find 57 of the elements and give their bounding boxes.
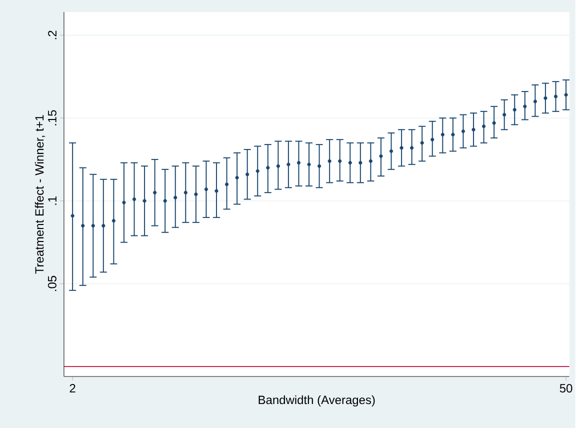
- point: [91, 224, 95, 228]
- point: [554, 94, 558, 98]
- point: [153, 190, 157, 194]
- point: [461, 129, 466, 133]
- point: [358, 160, 362, 164]
- point: [440, 132, 444, 136]
- y-tick-label: .05: [48, 276, 56, 291]
- x-tick-label: 50: [560, 384, 572, 392]
- point: [492, 120, 496, 125]
- point: [122, 200, 126, 204]
- point: [102, 224, 106, 228]
- point: [379, 154, 383, 158]
- point: [410, 146, 414, 150]
- point: [533, 99, 537, 104]
- point: [482, 124, 486, 128]
- point: [235, 176, 239, 180]
- point: [224, 182, 229, 186]
- point: [544, 96, 548, 100]
- point: [348, 160, 352, 164]
- x-tick-label: 2: [70, 384, 76, 392]
- point: [204, 187, 208, 191]
- point: [214, 188, 218, 193]
- y-tick-label: .15: [48, 110, 56, 126]
- point: [184, 190, 188, 194]
- point: [328, 159, 332, 163]
- point: [174, 196, 178, 200]
- point: [296, 160, 301, 164]
- point: [420, 140, 424, 144]
- point: [564, 92, 568, 96]
- point: [502, 112, 506, 116]
- point: [112, 218, 116, 222]
- point: [286, 162, 290, 166]
- x-axis-title: Bandwidth (Averages): [258, 395, 375, 406]
- point: [163, 198, 167, 202]
- point: [317, 164, 322, 168]
- point: [70, 214, 74, 218]
- point: [142, 198, 146, 202]
- point: [81, 224, 85, 228]
- y-axis-title: Treatment Effect - Winner, t+1: [34, 114, 46, 274]
- point: [451, 132, 455, 136]
- point: [256, 169, 260, 173]
- point: [472, 128, 476, 132]
- point: [246, 172, 250, 176]
- point: [132, 197, 136, 201]
- y-tick-label: .2: [48, 30, 56, 39]
- point: [307, 162, 311, 166]
- point: [389, 149, 394, 153]
- y-tick-label: .1: [48, 196, 56, 205]
- point: [368, 159, 372, 163]
- point: [512, 108, 516, 112]
- point: [400, 146, 404, 150]
- point: [276, 164, 280, 168]
- point: [430, 138, 434, 142]
- point: [194, 192, 198, 196]
- point: [338, 159, 342, 163]
- point: [523, 104, 527, 108]
- point: [266, 166, 270, 170]
